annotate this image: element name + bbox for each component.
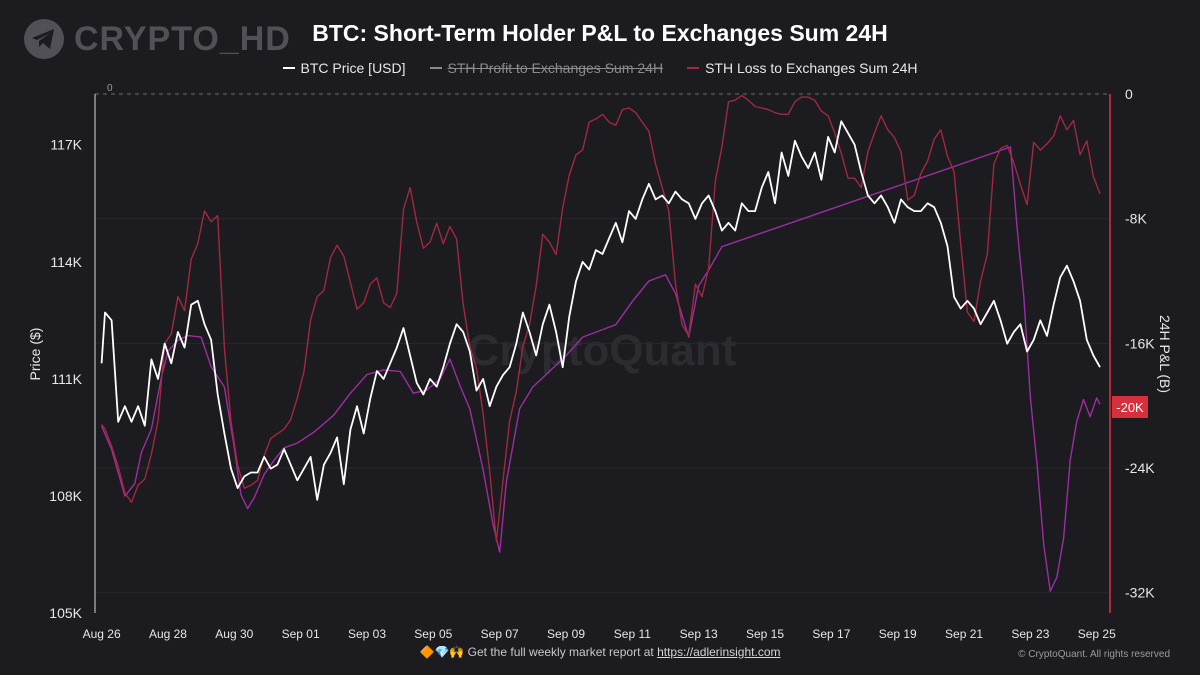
y-left-tick-label: 117K [50,137,82,153]
x-tick-label: Sep 15 [746,627,784,641]
legend-swatch [429,67,442,69]
series-line-btc-price [100,120,1101,501]
y-left-tick-label: 114K [50,254,82,270]
legend-swatch [282,67,295,69]
x-tick-label: Sep 13 [680,627,718,641]
legend-swatch [687,67,700,69]
footer-link[interactable]: https://adlerinsight.com [657,645,781,659]
x-tick-label: Aug 28 [149,627,187,641]
legend-item-btc-price[interactable]: BTC Price [USD] [282,60,406,76]
center-watermark: CryptoQuant [468,326,737,375]
x-tick-label: Sep 11 [614,627,651,641]
current-value-badge: -20K [1112,396,1148,418]
legend-item-sth-loss[interactable]: STH Loss to Exchanges Sum 24H [687,60,918,76]
footer-text: Get the full weekly market report at [467,645,654,659]
legend: BTC Price [USD] STH Profit to Exchanges … [0,60,1200,76]
y-left-tick-label: 111K [51,371,82,387]
y-right-tick-label: -8K [1125,211,1147,227]
x-tick-label: Sep 25 [1078,627,1116,641]
axes [94,94,1111,613]
y-left-tick-label: 108K [49,488,82,504]
copyright: © CryptoQuant. All rights reserved [1018,649,1170,660]
legend-label: BTC Price [USD] [300,60,406,76]
y-left-axis-title: Price ($) [27,328,43,381]
x-tick-label: Aug 30 [215,627,253,641]
series-line-sth-loss-dips [100,146,1101,592]
x-tick-label: Sep 23 [1011,627,1049,641]
y-left-tick-label: 105K [49,605,82,621]
grid-lines [95,93,1110,594]
legend-label: STH Profit to Exchanges Sum 24H [447,60,664,76]
y-right-tick-label: -32K [1125,585,1155,601]
legend-item-sth-profit[interactable]: STH Profit to Exchanges Sum 24H [429,60,664,76]
x-tick-label: Sep 01 [282,627,320,641]
footer: 🔶💎🙌 Get the full weekly market report at… [0,645,1200,659]
x-tick-label: Sep 09 [547,627,585,641]
footer-emoji: 🔶💎🙌 [419,645,465,659]
x-tick-label: Sep 03 [348,627,386,641]
y-right-tick-label: -24K [1125,460,1155,476]
series-line-sth-loss [101,94,1101,542]
chart-title: BTC: Short-Term Holder P&L to Exchanges … [312,20,888,46]
brand-watermark: CRYPTO_HD [22,16,291,62]
telegram-icon [24,19,64,59]
x-tick-label: Sep 05 [414,627,452,641]
zero-line-label: 0 [107,83,113,94]
x-tick-label: Sep 17 [812,627,850,641]
series-layer [100,94,1101,592]
x-tick-label: Aug 26 [83,627,121,641]
brand-name: CRYPTO_HD [74,19,291,58]
y-right-tick-label: -16K [1125,335,1155,351]
x-tick-label: Sep 19 [879,627,917,641]
y-right-tick-label: 0 [1125,86,1133,102]
x-tick-label: Sep 07 [481,627,519,641]
tick-labels: 0-8K-16K-24K-32K0117K114K111K108K105KAug… [27,83,1173,641]
legend-label: STH Loss to Exchanges Sum 24H [705,60,918,76]
x-tick-label: Sep 21 [945,627,983,641]
y-right-axis-title: 24H P&L (B) [1157,315,1173,393]
